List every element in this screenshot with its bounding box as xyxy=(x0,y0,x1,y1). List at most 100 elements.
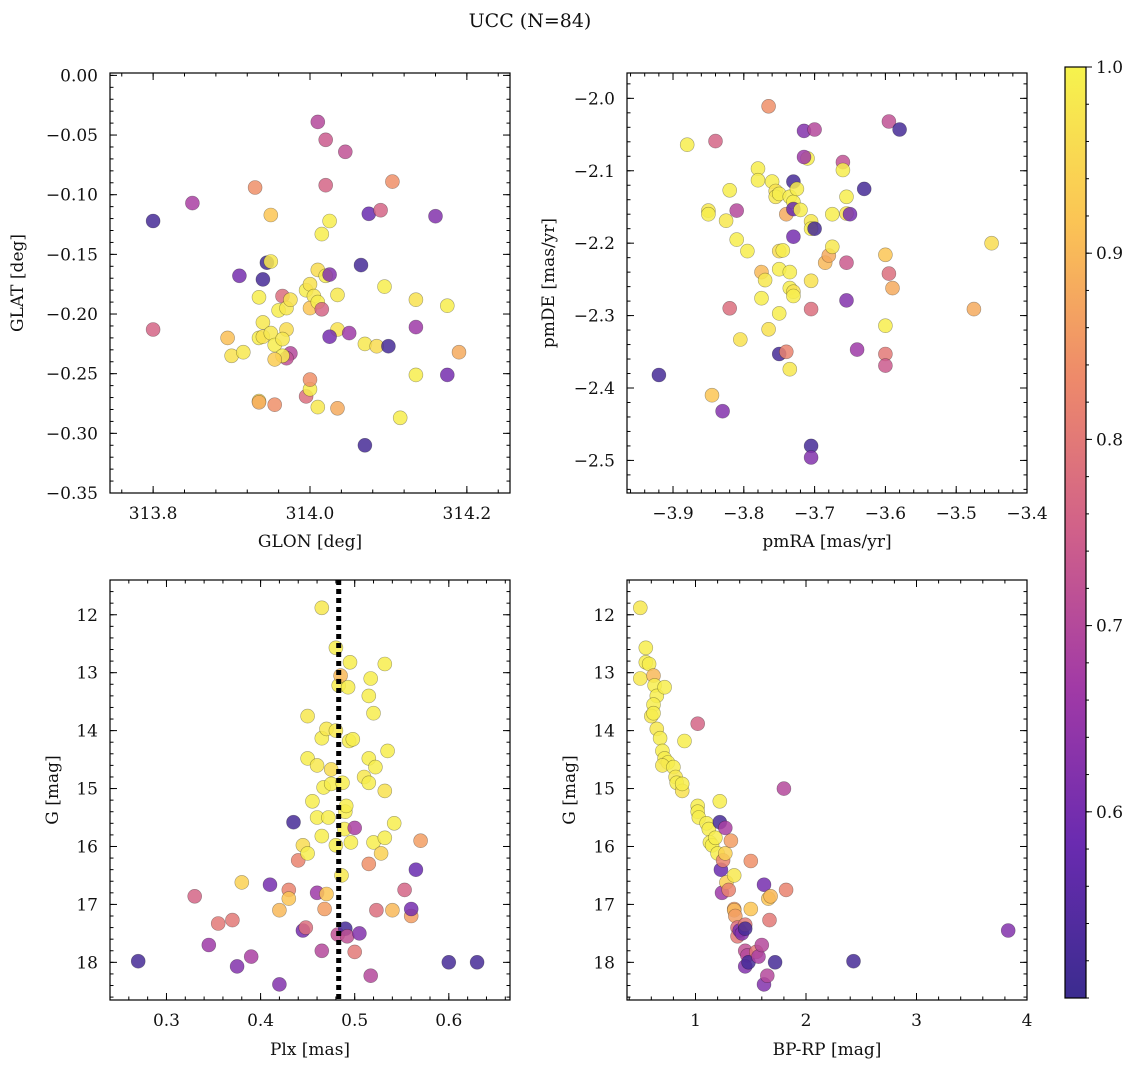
y-tick-label: −0.15 xyxy=(46,245,98,265)
scatter-point xyxy=(849,342,865,357)
scatter-point xyxy=(298,920,314,935)
x-tick-label: −3.5 xyxy=(936,504,977,524)
x-tick-label: 314.0 xyxy=(286,504,335,524)
scatter-point xyxy=(775,243,791,258)
scatter-point xyxy=(337,144,353,160)
y-tick-label: 18 xyxy=(76,953,98,973)
scatter-point xyxy=(690,716,706,732)
scatter-point xyxy=(392,410,408,426)
scatter-point xyxy=(130,953,146,969)
x-tick-label: 0.3 xyxy=(153,1011,180,1031)
scatter-point xyxy=(679,137,695,152)
scatter-point xyxy=(272,977,287,992)
scatter-point xyxy=(310,399,326,415)
scatter-point xyxy=(314,828,330,844)
scatter-point xyxy=(377,656,393,672)
scatter-point xyxy=(368,759,383,775)
scatter-point xyxy=(377,279,392,294)
scatter-point xyxy=(439,367,455,383)
scatter-point xyxy=(726,868,742,883)
scatter-point xyxy=(704,387,720,403)
scatter-point xyxy=(267,397,283,413)
scatter-point xyxy=(347,944,363,960)
scatter-point xyxy=(793,202,808,218)
scatter-point xyxy=(835,162,851,178)
x-tick-label: 1 xyxy=(690,1011,701,1031)
scatter-point xyxy=(363,968,379,984)
scatter-point xyxy=(397,882,412,898)
scatter-point xyxy=(786,288,801,304)
scatter-point xyxy=(247,180,263,195)
scatter-point xyxy=(385,902,400,918)
scatter-point xyxy=(314,943,330,959)
scatter-point xyxy=(322,213,337,229)
scatter-point xyxy=(652,730,668,746)
y-tick-label: −0.25 xyxy=(46,365,98,385)
scatter-point xyxy=(345,731,361,747)
scatter-point xyxy=(803,301,819,317)
panel-glon-glat: 313.8 314.0 314.2 0.00 −0.05 −0.10 −0.15 −0.20 −… xyxy=(8,66,511,552)
scatter-point xyxy=(255,315,271,330)
x-axis-label: BP-RP [mag] xyxy=(773,1040,882,1060)
scatter-point xyxy=(220,330,235,346)
scatter-point xyxy=(403,901,419,917)
scatter-point xyxy=(263,207,279,223)
scatter-point xyxy=(342,654,358,670)
x-tick-label: 3 xyxy=(911,1011,922,1031)
scatter-point xyxy=(824,206,840,222)
x-tick-label: 313.8 xyxy=(129,504,178,524)
y-tick-label: 17 xyxy=(593,895,615,915)
scatter-point xyxy=(807,122,822,137)
scatter-point xyxy=(878,358,893,373)
y-tick-label: −2.5 xyxy=(574,451,615,471)
scatter-point xyxy=(651,367,667,383)
scatter-point xyxy=(646,705,661,721)
colorbar-frame xyxy=(1064,66,1087,999)
scatter-point xyxy=(796,149,812,165)
scatter-point xyxy=(759,968,775,984)
scatter-point xyxy=(803,273,819,289)
scatter-point xyxy=(373,202,388,218)
scatter-point xyxy=(366,705,381,721)
scatter-point xyxy=(377,830,393,846)
y-tick-label: 18 xyxy=(593,953,615,973)
scatter-point xyxy=(754,937,770,953)
scatter-point xyxy=(657,679,672,695)
x-tick-label: 0.4 xyxy=(247,1011,274,1031)
y-tick-label: 15 xyxy=(76,780,98,800)
x-axis-label: GLON [deg] xyxy=(258,532,362,552)
scatter-point xyxy=(352,926,367,941)
scatter-point xyxy=(674,776,690,792)
scatter-point xyxy=(314,301,330,317)
scatter-point xyxy=(363,671,379,686)
scatter-point xyxy=(317,901,332,917)
scatter-point xyxy=(441,954,457,970)
scatter-point xyxy=(357,437,373,453)
scatter-point xyxy=(314,600,330,616)
scatter-point xyxy=(302,372,318,387)
scatter-point xyxy=(243,949,259,964)
scatter-point xyxy=(729,203,745,218)
scatter-point xyxy=(385,174,400,189)
scatter-point xyxy=(638,640,654,656)
scatter-point xyxy=(878,318,893,334)
y-axis-label: G [mag] xyxy=(560,755,580,824)
scatter-point xyxy=(145,322,161,337)
scatter-point xyxy=(286,814,301,830)
scatter-point xyxy=(782,264,798,280)
scatter-point xyxy=(386,815,402,831)
y-tick-label: 14 xyxy=(76,722,98,742)
scatter-point xyxy=(408,319,424,335)
scatter-point xyxy=(251,394,267,410)
scatter-point xyxy=(201,937,217,953)
scatter-point xyxy=(767,954,783,970)
scatter-point xyxy=(721,882,737,898)
scatter-point xyxy=(428,208,443,224)
scatter-point xyxy=(762,912,777,928)
scatter-point xyxy=(776,781,792,796)
x-tick-label: −3.8 xyxy=(723,504,764,524)
scatter-point xyxy=(322,329,337,345)
scatter-point xyxy=(267,352,283,367)
scatter-point xyxy=(763,888,778,904)
